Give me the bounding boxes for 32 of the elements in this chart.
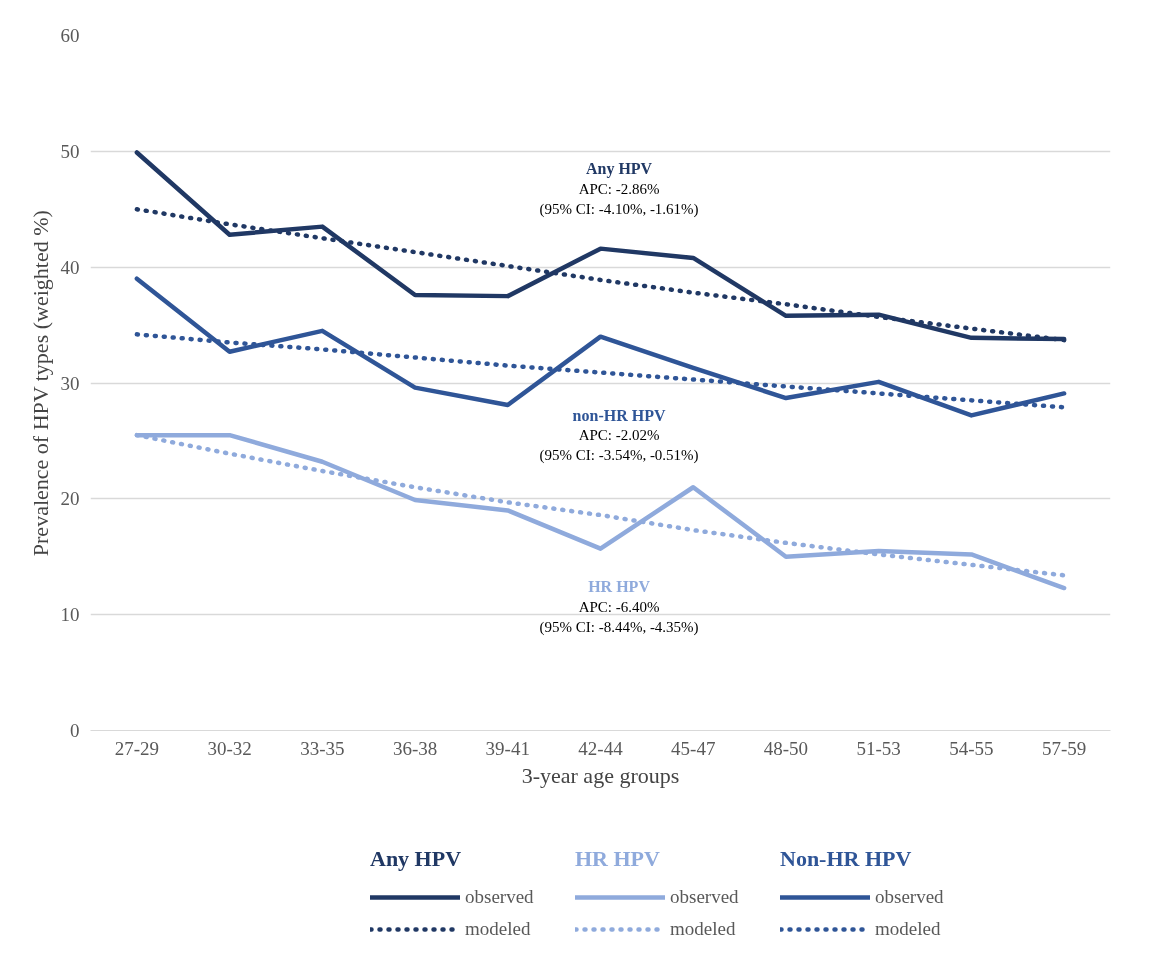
y-tick-label: 30 [60, 372, 80, 394]
x-tick-label: 54-55 [949, 737, 994, 759]
x-tick-label: 48-50 [763, 737, 809, 759]
x-tick-label: 39-41 [485, 737, 530, 759]
legend-label: observed [875, 886, 944, 908]
annotation: HR HPV APC: -6.40% (95% CI: -8.44%, -4.35%) [539, 578, 699, 636]
x-tick-label: 51-53 [856, 737, 901, 759]
text: Non-HR HPV [780, 846, 913, 872]
x-tick-label: 42-44 [578, 737, 624, 759]
legend-label: modeled [465, 918, 531, 940]
annotation: non-HR HPV APC: -2.02% (95% CI: -3.54%, -0.51%) [539, 406, 699, 465]
x-tick-label: 45-47 [671, 737, 716, 759]
y-tick-label: 0 [70, 720, 80, 741]
annotation: Any HPV APC: -2.86% (95% CI: -4.10%, -1.61%) [539, 160, 699, 218]
y-tick-label: 60 [60, 25, 80, 46]
x-tick-label: 36-38 [392, 737, 438, 759]
y-axis-title: Prevalence of HPV types (weighted %) [27, 210, 53, 557]
text: HR HPV [575, 846, 661, 872]
y-tick-label: 40 [60, 256, 80, 278]
x-tick-label: 33-35 [300, 737, 345, 759]
y-tick-label: 10 [60, 604, 80, 626]
x-tick-label: 57-59 [1041, 737, 1087, 759]
legend-label: observed [670, 886, 739, 908]
y-tick-label: 50 [60, 140, 80, 162]
x-tick-label: 27-29 [114, 737, 160, 759]
legend-label: modeled [670, 918, 736, 940]
legend-label: modeled [875, 918, 941, 940]
x-tick-label: 30-32 [207, 737, 252, 759]
text: Any HPV [370, 846, 463, 872]
x-axis-title: 3-year age groups [521, 762, 680, 788]
legend-label: observed [465, 886, 534, 908]
y-tick-label: 20 [60, 488, 80, 510]
